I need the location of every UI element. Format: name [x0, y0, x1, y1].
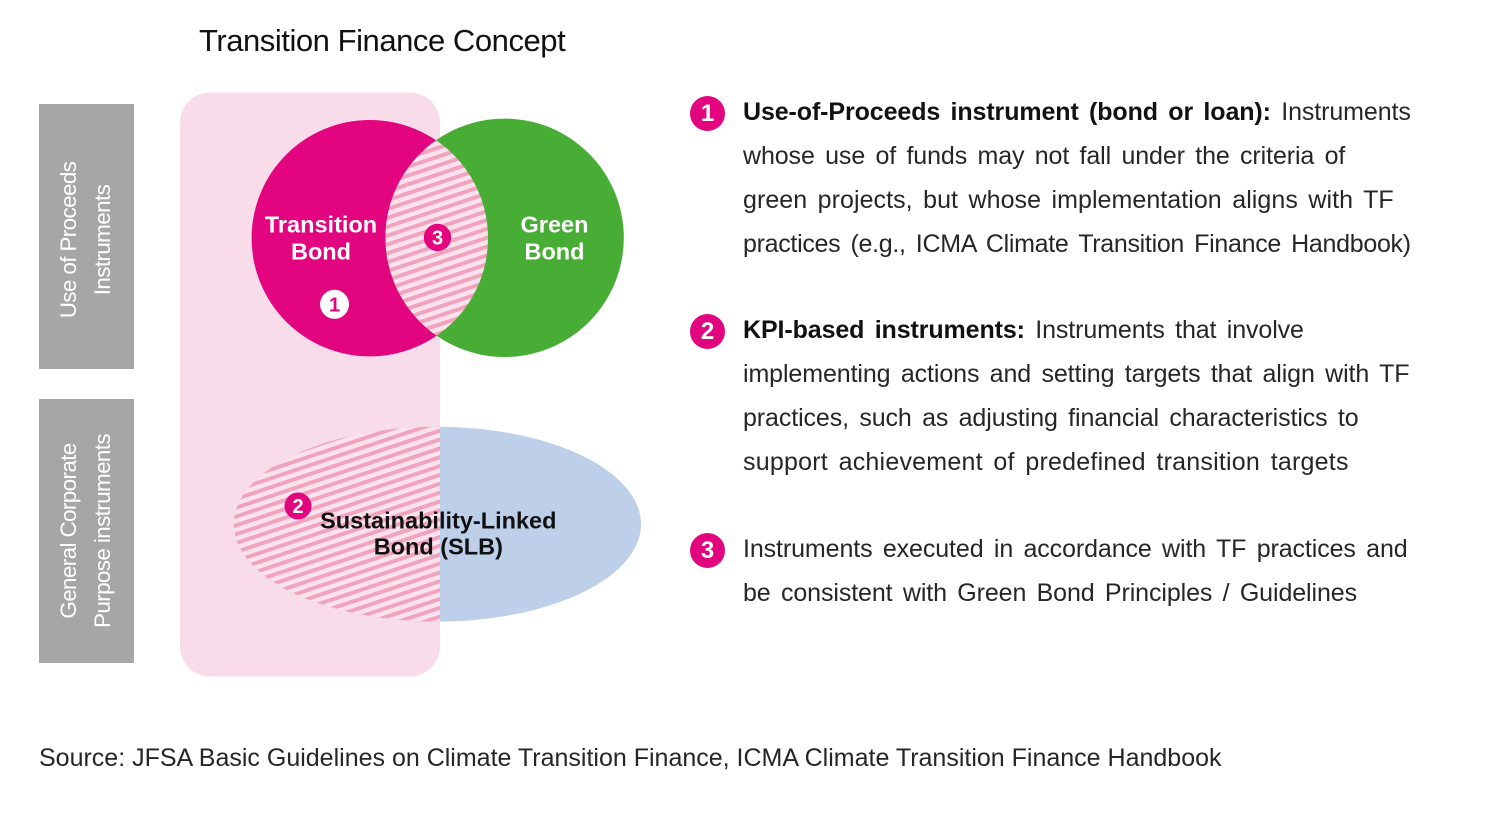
svg-text:1: 1: [329, 294, 340, 316]
svg-text:Green: Green: [521, 211, 589, 237]
svg-text:Sustainability-Linked: Sustainability-Linked: [320, 508, 556, 534]
svg-text:Transition: Transition: [265, 211, 377, 237]
svg-text:Bond: Bond: [291, 239, 351, 265]
svg-text:2: 2: [292, 496, 303, 518]
svg-text:Bond (SLB): Bond (SLB): [374, 534, 503, 560]
svg-text:3: 3: [432, 228, 443, 250]
svg-text:Bond: Bond: [524, 239, 584, 265]
